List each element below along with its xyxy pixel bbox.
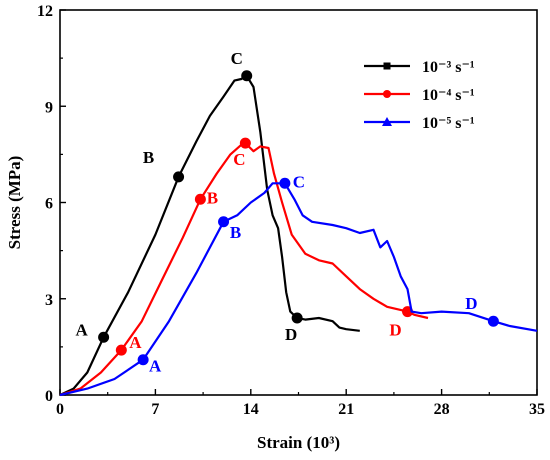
series-1 [59, 137, 429, 397]
series-0 [59, 70, 360, 396]
data-point-A [137, 354, 149, 366]
series-line [59, 182, 538, 397]
data-point-D [291, 312, 303, 324]
y-tick-label: 0 [45, 388, 53, 405]
point-label-C: C [233, 150, 245, 169]
point-label-D: D [285, 325, 297, 344]
x-tick-label: 0 [56, 401, 64, 418]
series-line [59, 74, 360, 396]
y-tick-label: 6 [45, 196, 53, 213]
data-point-C [279, 177, 291, 189]
point-label-D: D [389, 321, 401, 340]
x-tick-label: 14 [243, 401, 259, 418]
series-line [59, 142, 429, 397]
x-tick-label: 35 [529, 401, 545, 418]
y-tick-label: 12 [37, 3, 53, 20]
axes: 0 7 14 21 28 35 0 3 6 9 12 Strain (10³) Stress (MPa) [5, 3, 545, 452]
point-label-B: B [143, 148, 154, 167]
point-label-C: C [231, 49, 243, 68]
point-label-D: D [465, 294, 477, 313]
x-axis-title: Strain (10³) [257, 433, 340, 452]
legend-label: 10⁻³ s⁻¹ [422, 59, 475, 76]
legend-marker [383, 90, 391, 98]
x-tick-label: 28 [434, 401, 450, 418]
point-label-A: A [129, 333, 142, 352]
legend-label: 10⁻⁵ s⁻¹ [422, 115, 475, 132]
point-label-A: A [149, 357, 162, 376]
legend-marker [383, 62, 391, 70]
point-label-A: A [75, 320, 88, 339]
point-label-C: C [293, 172, 305, 191]
series-2 [59, 177, 538, 397]
y-tick-label: 3 [45, 292, 53, 309]
point-label-B: B [207, 188, 218, 207]
y-axis-title: Stress (MPa) [5, 156, 24, 250]
data-point-A [115, 344, 127, 356]
x-tick-label: 21 [338, 401, 354, 418]
data-point-B [173, 171, 185, 183]
legend-label: 10⁻⁴ s⁻¹ [422, 87, 475, 104]
data-point-B [218, 216, 230, 228]
data-point-C [241, 70, 253, 82]
y-tick-label: 9 [45, 99, 53, 116]
data-point-C [239, 137, 251, 149]
x-tick-label: 7 [151, 401, 159, 418]
series-group [59, 70, 538, 397]
data-point-A [98, 331, 110, 343]
data-point-B [194, 193, 206, 205]
legend: 10⁻³ s⁻¹ 10⁻⁴ s⁻¹ 10⁻⁵ s⁻¹ [364, 59, 475, 132]
point-label-B: B [230, 223, 241, 242]
data-point-D [487, 315, 499, 327]
legend-marker [382, 117, 392, 126]
